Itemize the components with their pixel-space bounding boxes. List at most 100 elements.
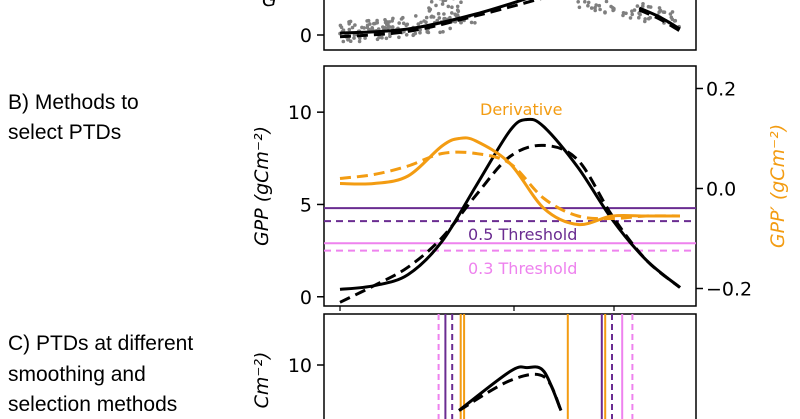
right-tick-label: 0.0 [706, 179, 736, 201]
scatter-point [384, 36, 389, 41]
scatter-point [375, 18, 379, 23]
scatter-point [438, 0, 442, 1]
left-tick-label: 0 [300, 287, 312, 309]
scatter-point [362, 26, 367, 30]
scatter-point [442, 16, 446, 21]
scatter-point [450, 11, 454, 15]
scatter-point [365, 19, 369, 23]
scatter-point [638, 12, 642, 17]
scatter-point [673, 18, 678, 23]
scatter-point [455, 4, 460, 9]
panel-a: 0 G [262, 0, 697, 51]
gpp-dashed-line [339, 143, 681, 304]
panel-a-solid-line-right [638, 6, 681, 31]
derivative-solid-line [339, 136, 680, 227]
scatter-point [435, 18, 440, 23]
scatter-point [357, 39, 362, 44]
scatter-point [390, 19, 395, 23]
scatter-point [459, 0, 463, 4]
scatter-point [341, 39, 346, 44]
scatter-point [437, 16, 442, 20]
scatter-point [668, 12, 673, 16]
scatter-point [577, 5, 582, 10]
scatter-point [370, 26, 375, 30]
panel-c-ylabel-fragment: Cm⁻²) [251, 352, 273, 409]
scatter-point [589, 6, 594, 10]
scatter-point [604, 0, 609, 4]
left-tick-label: 10 [288, 355, 312, 377]
scatter-point [353, 23, 357, 27]
scatter-point [469, 20, 474, 25]
scatter-point [377, 35, 381, 40]
scatter-point [399, 17, 404, 21]
scatter-point [347, 27, 352, 32]
scatter-point [404, 33, 409, 37]
scatter-point [450, 5, 454, 9]
scatter-point [341, 28, 346, 32]
scatter-point [352, 36, 356, 40]
panel-c-dashed-line [458, 372, 563, 412]
panel-b-lines [339, 117, 681, 304]
scatter-point [597, 3, 602, 8]
scatter-point [661, 10, 665, 14]
scatter-point [397, 21, 402, 25]
threshold-05-annotation: 0.5 Threshold [468, 225, 577, 244]
panel-b-label-line2: select PTDs [8, 121, 121, 144]
scatter-point [446, 4, 451, 9]
scatter-point [438, 30, 442, 35]
left-tick-label: 10 [288, 102, 312, 124]
scatter-point [347, 20, 351, 24]
panel-a-scatter [338, 0, 681, 44]
scatter-point [386, 26, 390, 31]
scatter-point [657, 10, 661, 14]
panel-c-lines [458, 365, 563, 412]
panel-b-label-line1: B) Methods to [8, 91, 139, 114]
scatter-point [383, 20, 388, 25]
threshold-03-annotation: 0.3 Threshold [468, 259, 577, 278]
derivative-annotation: Derivative [480, 100, 563, 119]
panel-c: 10 Cm⁻²) [251, 313, 697, 419]
scatter-point [418, 28, 423, 32]
scatter-point [424, 15, 429, 20]
scatter-point [419, 20, 423, 25]
panel-a-ylabel-fragment: G [262, 0, 277, 11]
scatter-point [621, 13, 625, 18]
scatter-point [637, 15, 641, 20]
scatter-point [593, 8, 597, 13]
scatter-point [628, 16, 633, 20]
scatter-point [339, 25, 344, 30]
scatter-point [583, 0, 587, 4]
panel-c-frame [323, 313, 697, 419]
panel-c-label-line3: selection methods [8, 393, 177, 416]
scatter-point [418, 30, 422, 35]
scatter-point [358, 36, 362, 40]
scatter-point [586, 0, 591, 5]
scatter-point [455, 8, 460, 12]
left-tick-label: 5 [300, 194, 312, 216]
scatter-point [612, 7, 616, 12]
scatter-point [593, 5, 597, 10]
panel-a-solid-line [339, 0, 528, 35]
scatter-point [440, 2, 445, 6]
scatter-point [598, 7, 602, 12]
panel-a-dashed-line [339, 0, 542, 39]
scatter-point [350, 25, 355, 30]
scatter-point [441, 30, 445, 34]
scatter-point [386, 23, 390, 27]
scatter-point [624, 11, 628, 16]
scatter-point [383, 18, 387, 22]
scatter-point [576, 0, 580, 4]
scatter-point [641, 2, 645, 6]
scatter-point [436, 11, 441, 16]
scatter-point [380, 35, 384, 40]
scatter-point [401, 21, 406, 26]
panel-c-label-line2: smoothing and [8, 363, 146, 386]
gpp-solid-line [339, 117, 681, 291]
panel-b-ticks: 0 5 10 −0.2 0.0 0.2 [288, 79, 752, 311]
scatter-point [431, 15, 436, 19]
panel-c-ptd-lines [437, 314, 634, 419]
scatter-point [414, 14, 418, 18]
panel-a-lines [339, 0, 681, 39]
